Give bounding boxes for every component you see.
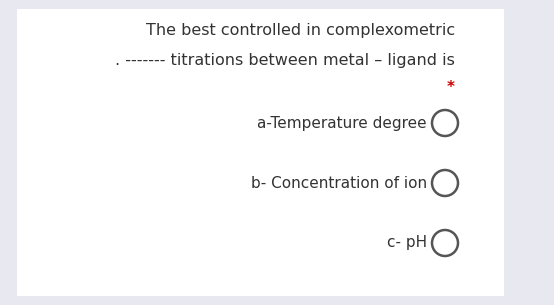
Text: a-Temperature degree: a-Temperature degree	[258, 116, 427, 131]
Text: The best controlled in complexometric: The best controlled in complexometric	[146, 23, 455, 38]
Text: c- pH: c- pH	[387, 235, 427, 250]
Text: *: *	[447, 80, 455, 95]
Text: . ------- titrations between metal – ligand is: . ------- titrations between metal – lig…	[115, 52, 455, 67]
Text: b- Concentration of ion: b- Concentration of ion	[251, 175, 427, 191]
